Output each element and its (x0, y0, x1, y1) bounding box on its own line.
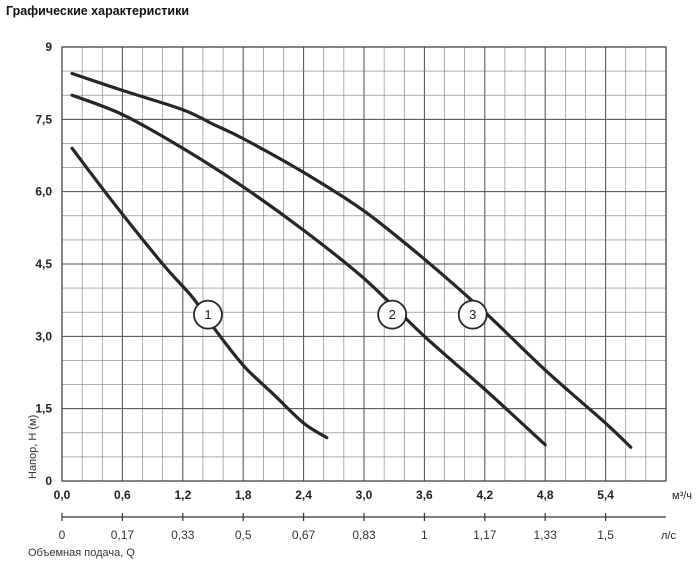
x2-tick-label: 1,5 (597, 528, 614, 542)
x2-tick-label: 0,17 (111, 528, 135, 542)
series-2-line (70, 93, 547, 447)
curve-label-3: 3 (457, 299, 488, 330)
y-tick-label: 1,5 (35, 402, 52, 416)
plot-frame (61, 46, 667, 482)
x-unit-label: м³/ч (672, 490, 692, 502)
curve-label-text: 3 (469, 307, 476, 322)
x2-tick-label: 0 (59, 528, 66, 542)
x-tick-label: 0,0 (54, 488, 71, 502)
x-tick-label: 5,4 (597, 488, 614, 502)
y-tick-label: 6,0 (35, 185, 52, 199)
x-tick-label: 2,4 (295, 488, 312, 502)
curve-label-1: 1 (193, 299, 223, 330)
y-tick-label: 9 (45, 40, 52, 54)
x2-unit-label: л/с (661, 530, 676, 542)
x2-tick-label: 0,5 (235, 528, 252, 542)
series-3-line (70, 71, 633, 449)
y-tick-label: 0 (45, 474, 52, 488)
x-tick-label: 1,8 (235, 488, 252, 502)
x-axis-title: Объемная подача, Q (28, 547, 135, 559)
x2-tick-label: 1 (421, 528, 428, 542)
y-axis-title: Напор, H (м) (27, 415, 39, 479)
curve-label-text: 2 (389, 307, 396, 322)
x-tick-label: 4,2 (476, 488, 493, 502)
y-tick-label: 7,5 (35, 112, 52, 126)
x2-tick-label: 0,83 (352, 528, 376, 542)
x2-tick-label: 0,67 (292, 528, 316, 542)
curve-labels: 1 2 3 (193, 299, 488, 330)
curve-label-text: 1 (204, 307, 211, 322)
curve-label-circle (457, 299, 488, 330)
curve-label-circle (377, 299, 408, 330)
x-tick-label: 0,6 (114, 488, 131, 502)
tick-labels: 0 1,5 3,0 4,5 6,0 7,5 9 0,0 0,6 1,2 1,8 2,4 3,0 3,6 4,… (27, 40, 692, 559)
curve-label-circle (193, 299, 223, 330)
x-tick-label: 1,2 (174, 488, 191, 502)
curves (70, 71, 633, 449)
x2-tick-label: 1,33 (534, 528, 558, 542)
x2-tick-label: 0,33 (171, 528, 195, 542)
curve-label-2: 2 (377, 299, 408, 330)
y-tick-label: 3,0 (35, 329, 52, 343)
y-tick-label: 4,5 (35, 257, 52, 271)
grid (61, 46, 667, 482)
x2-tick-label: 1,17 (473, 528, 497, 542)
page-title: Графические характеристики (6, 4, 190, 18)
x-tick-label: 4,8 (537, 488, 554, 502)
x-tick-label: 3,6 (416, 488, 433, 502)
x-tick-label: 3,0 (356, 488, 373, 502)
